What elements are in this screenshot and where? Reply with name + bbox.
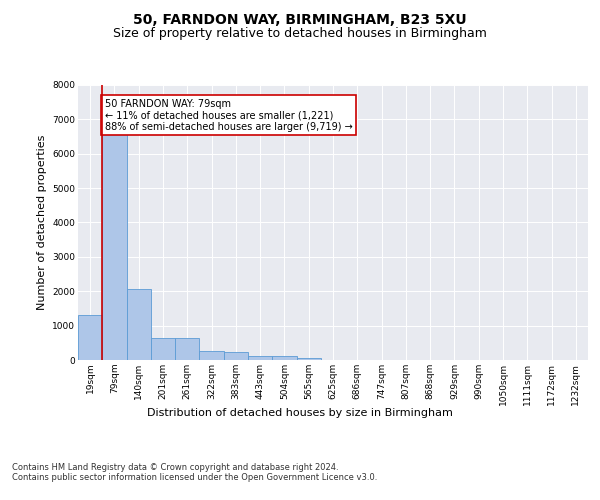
Bar: [102, 132, 127, 360]
Bar: [78, 316, 102, 360]
Text: Size of property relative to detached houses in Birmingham: Size of property relative to detached ho…: [113, 28, 487, 40]
Bar: [248, 356, 272, 360]
Bar: [151, 338, 175, 360]
Bar: [296, 358, 321, 360]
Bar: [175, 338, 199, 360]
Bar: [199, 351, 224, 360]
Text: Contains HM Land Registry data © Crown copyright and database right 2024.
Contai: Contains HM Land Registry data © Crown c…: [12, 462, 377, 482]
Bar: [224, 352, 248, 360]
Bar: [272, 356, 296, 360]
Y-axis label: Number of detached properties: Number of detached properties: [37, 135, 47, 310]
Text: Distribution of detached houses by size in Birmingham: Distribution of detached houses by size …: [147, 408, 453, 418]
Bar: [127, 288, 151, 360]
Text: 50 FARNDON WAY: 79sqm
← 11% of detached houses are smaller (1,221)
88% of semi-d: 50 FARNDON WAY: 79sqm ← 11% of detached …: [105, 98, 352, 132]
Text: 50, FARNDON WAY, BIRMINGHAM, B23 5XU: 50, FARNDON WAY, BIRMINGHAM, B23 5XU: [133, 12, 467, 26]
